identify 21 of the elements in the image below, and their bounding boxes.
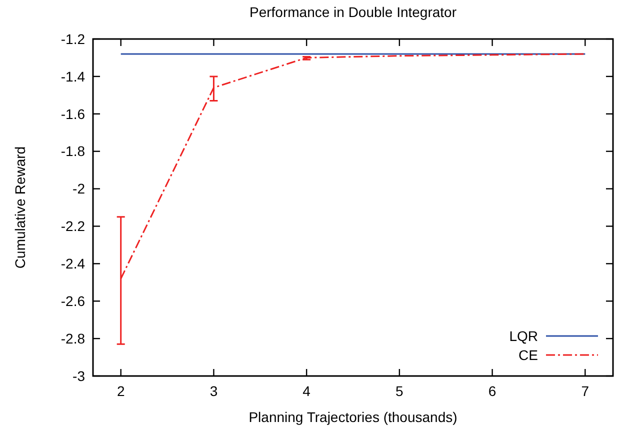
y-tick-label: -2 [72,180,86,197]
y-tick-label: -1.6 [60,106,86,122]
x-tick-label: 6 [488,383,496,399]
y-tick-label: -1.4 [60,68,86,84]
y-tick-label: -2.4 [60,256,86,272]
y-tick-label: -3 [72,368,86,384]
y-tick-label: -2.2 [60,218,86,234]
x-tick-label: 5 [396,383,404,399]
x-tick-label: 3 [210,383,218,399]
legend-label: LQR [509,328,538,344]
x-tick-label: 2 [116,383,125,399]
x-tick-label: 4 [302,383,311,399]
y-tick-label: -1.8 [60,143,86,160]
y-tick-label: -2.6 [60,293,86,310]
chart-title: Performance in Double Integrator [250,4,457,20]
legend-label: CE [518,346,538,363]
x-axis-title: Planning Trajectories (thousands) [248,409,458,425]
y-tick-label: -2.8 [60,330,86,346]
y-axis-title: Cumulative Reward [12,146,28,269]
x-tick-label: 7 [581,383,590,399]
y-tick-label: -1.2 [60,30,86,47]
